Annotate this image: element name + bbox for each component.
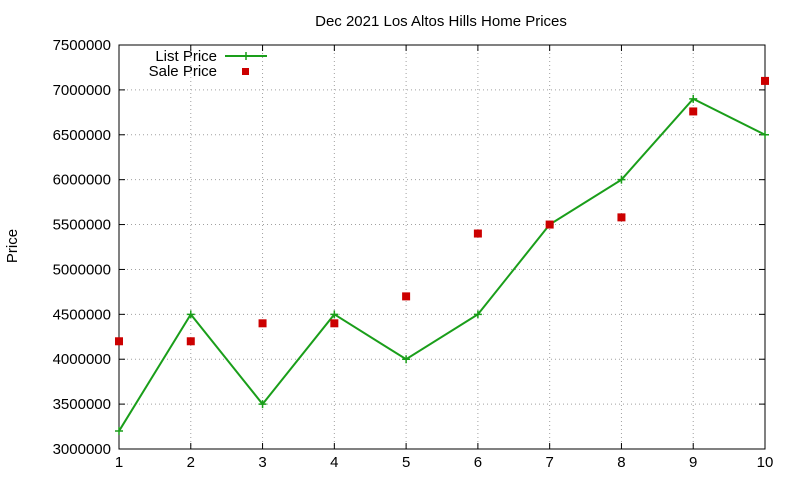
- sale-price-point: [473, 229, 482, 238]
- grid: [119, 45, 765, 449]
- sale-price-point: [115, 337, 123, 346]
- list-price-line: [118, 97, 766, 432]
- sale-price-point: [545, 220, 554, 229]
- chart-title: Dec 2021 Los Altos Hills Home Prices: [315, 13, 567, 30]
- y-tick-label: 7500000: [53, 37, 111, 54]
- sale-price-point: [761, 76, 769, 85]
- x-tick-label: 6: [474, 454, 482, 471]
- list-price-point: [761, 130, 769, 139]
- legend-label-sale-price: Sale Price: [149, 63, 217, 80]
- sale-price-point: [186, 337, 195, 346]
- list-price-point: [115, 427, 123, 436]
- list-price-point: [617, 175, 626, 184]
- y-tick-label: 7000000: [53, 82, 111, 99]
- y-tick-label: 6500000: [53, 127, 111, 144]
- y-tick-label: 4000000: [53, 351, 111, 368]
- sale-price-point: [402, 292, 411, 301]
- x-tick-label: 10: [757, 454, 774, 471]
- x-tick-label: 3: [258, 454, 266, 471]
- sale-price-point: [330, 319, 339, 328]
- x-tick-label: 1: [115, 454, 123, 471]
- sale-price-point: [258, 319, 267, 328]
- x-tick-label: 7: [545, 454, 553, 471]
- list-price-point: [186, 310, 195, 319]
- legend-marker-list-price: [242, 52, 250, 60]
- x-tick-label: 8: [617, 454, 625, 471]
- y-tick-label: 5500000: [53, 217, 111, 234]
- sale-price-point: [689, 107, 698, 116]
- y-axis-label: Price: [4, 229, 21, 263]
- y-tick-label: 4500000: [53, 306, 111, 323]
- plot-area-border: [118, 44, 766, 450]
- y-tick-label: 6000000: [53, 172, 111, 189]
- axis-ticks: 3000000 3500000 4000000 4500000 5000000 55000…: [53, 37, 774, 471]
- sale-price-point: [617, 213, 626, 222]
- x-tick-label: 2: [187, 454, 195, 471]
- list-price-point: [258, 400, 267, 409]
- list-price-point: [402, 355, 411, 364]
- list-price-point: [330, 310, 339, 319]
- y-tick-label: 5000000: [53, 261, 111, 278]
- series-layer: [115, 76, 769, 436]
- list-price-point: [689, 94, 698, 103]
- legend-label-list-price: List Price: [155, 48, 217, 65]
- x-tick-label: 9: [689, 454, 697, 471]
- y-tick-label: 3500000: [53, 396, 111, 413]
- legend-marker-sale-price: [242, 68, 249, 75]
- list-price-point: [473, 310, 482, 319]
- x-tick-label: 4: [330, 454, 338, 471]
- y-tick-label: 3000000: [53, 441, 111, 458]
- legend: List Price Sale Price: [149, 48, 267, 80]
- x-tick-label: 5: [402, 454, 410, 471]
